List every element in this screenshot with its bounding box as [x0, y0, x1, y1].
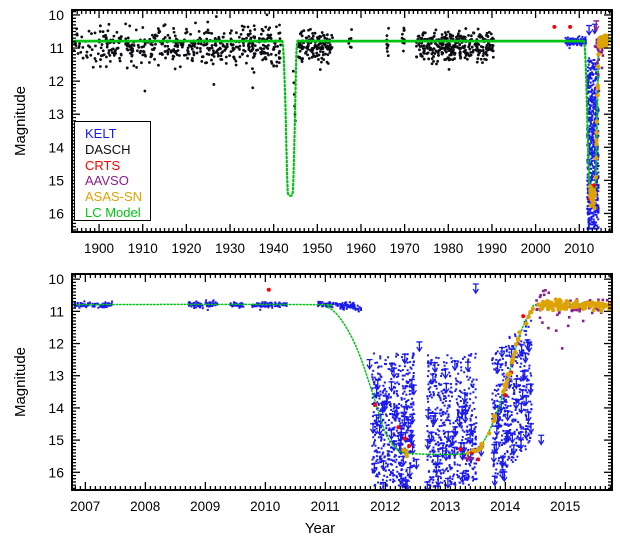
svg-text:1990: 1990 [477, 241, 507, 256]
top-x-tick-labels: 1900 1910 1920 1930 1940 1950 1960 1970 1980 1990… [84, 241, 594, 256]
svg-text:12: 12 [48, 73, 64, 89]
bottom-data-points-back [73, 283, 545, 490]
top-panel-frame [71, 9, 613, 233]
bottom-axis-ticks [72, 274, 612, 490]
svg-text:1970: 1970 [390, 241, 420, 256]
legend-entry-dasch: DASCH [85, 141, 131, 157]
top-lc-model-line [72, 39, 612, 197]
svg-text:1900: 1900 [84, 241, 114, 256]
x-axis-label: Year [304, 520, 336, 537]
legend-entry-aavso: AAVSO [85, 173, 129, 189]
svg-text:11: 11 [49, 40, 64, 56]
svg-text:1960: 1960 [346, 241, 376, 256]
svg-text:14: 14 [48, 139, 64, 155]
svg-text:2000: 2000 [521, 241, 551, 256]
svg-text:15: 15 [48, 172, 64, 188]
legend-entry-kelt: KELT [85, 126, 117, 141]
top-data-points-front [552, 20, 610, 210]
svg-text:1980: 1980 [433, 241, 463, 256]
top-axis-ticks [72, 10, 612, 232]
svg-text:16: 16 [48, 205, 64, 221]
legend-entry-asassn: ASAS-SN [85, 189, 143, 205]
top-y-tick-labels: 10 11 12 13 14 15 16 [48, 7, 64, 222]
y-axis-label-bottom: Magnitude [12, 346, 29, 418]
svg-text:2010: 2010 [564, 241, 594, 256]
y-axis-label-top: Magnitude [12, 85, 29, 157]
svg-text:1940: 1940 [259, 241, 289, 256]
svg-text:1910: 1910 [128, 241, 158, 256]
legend-entry-lcmodel: LC Model [85, 204, 141, 220]
legend-entry-crts: CRTS [85, 157, 121, 173]
top-data-points-back [72, 13, 605, 231]
svg-text:1930: 1930 [215, 241, 245, 256]
bottom-data-points-front [266, 287, 612, 462]
bottom-x-tick-labels: 2007 2008 2009 2010 2011 2012 2013 2014 2015 [70, 499, 580, 514]
svg-text:1950: 1950 [302, 241, 332, 256]
svg-text:13: 13 [48, 106, 64, 122]
svg-text:10: 10 [48, 7, 64, 23]
legend-box: KELT DASCH CRTS AAVSO ASAS-SN LC Model [74, 121, 151, 221]
svg-text:1920: 1920 [171, 241, 201, 256]
